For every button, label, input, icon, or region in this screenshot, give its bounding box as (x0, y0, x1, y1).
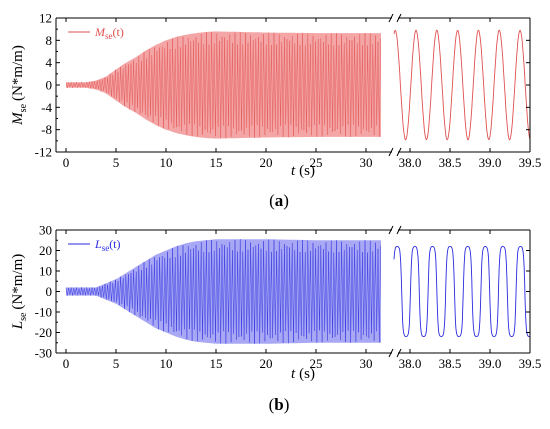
x-axis-label-main: t (291, 163, 296, 179)
y-tick-label: 30 (39, 223, 52, 238)
y-tick-label: -10 (35, 305, 52, 320)
y-tick-label: 4 (46, 55, 53, 70)
x-tick-label: 20 (260, 356, 273, 371)
y-tick-label: 8 (46, 33, 53, 48)
x-tick-label: 39.5 (519, 356, 542, 371)
legend-label-main: L (94, 237, 102, 251)
y-tick-label: -8 (41, 122, 52, 137)
x-tick-label: 5 (113, 155, 120, 170)
y-tick-label: 0 (46, 284, 53, 299)
panel-label-open: ( (269, 395, 275, 414)
axis-break-mark (388, 13, 394, 23)
chart-panel-a: -12 -8 -4 0 4 8 12 0 5 10 15 20 25 30 38.0 38.5 39.0 39.5… (10, 11, 541, 211)
y-tick-label: -30 (35, 346, 52, 361)
axis-break-mark (396, 147, 402, 157)
x-tick-label: 38.5 (439, 155, 462, 170)
x-tick-label: 39.0 (479, 155, 502, 170)
legend-label: Lse(t) (94, 237, 121, 253)
x-axis-label: t (s) (291, 163, 315, 179)
axis-break-mark (396, 348, 402, 358)
panel-label: (a) (269, 191, 289, 210)
chart-panel-b: -30 -20 -10 0 10 20 30 0 5 10 15 20 25 30 38.0 38.5 39.0… (10, 223, 541, 415)
x-tick-label: 20 (260, 155, 273, 170)
panel-label-close: ) (283, 191, 289, 210)
x-tick-label: 39.0 (479, 356, 502, 371)
legend-label-sub: se (105, 31, 113, 41)
x-axis-label-main: t (291, 366, 296, 382)
y-axis-label-sub: se (18, 312, 29, 321)
signal-line-left (65, 239, 381, 344)
axis-break-mark (388, 225, 394, 235)
legend-label-sub: se (102, 243, 110, 253)
x-tick-label: 15 (210, 356, 223, 371)
axis-break-mark (396, 225, 402, 235)
signal-line-right (393, 245, 530, 338)
y-tick-label: 0 (46, 78, 53, 93)
panel-label-close: ) (284, 395, 290, 414)
x-tick-label: 30 (360, 155, 373, 170)
y-tick-label: -4 (41, 100, 52, 115)
legend-label-tail: (t) (113, 25, 124, 39)
x-tick-label: 39.5 (519, 155, 542, 170)
x-tick-label: 38.5 (439, 356, 462, 371)
x-tick-label: 15 (210, 155, 223, 170)
axis-break-mark (388, 147, 394, 157)
x-tick-label: 5 (113, 356, 120, 371)
legend-label: Mse(t) (94, 25, 124, 41)
y-tick-label: -20 (35, 325, 52, 340)
y-axis-label-main: L (10, 321, 26, 330)
x-tick-label: 38.0 (399, 155, 422, 170)
x-axis-label-unit: (s) (299, 163, 315, 179)
signal-line-right (393, 29, 531, 141)
x-tick-label: 10 (160, 155, 173, 170)
x-axis-label: t (s) (291, 366, 315, 382)
axis-break-mark (388, 348, 394, 358)
x-axis-label-unit: (s) (299, 366, 315, 382)
y-axis-label: Mse (N*m/m) (10, 45, 29, 126)
panel-label-letter: b (274, 395, 283, 414)
legend-label-tail: (t) (109, 237, 120, 251)
panel-label-letter: a (275, 191, 284, 210)
y-tick-label: 12 (39, 11, 52, 26)
x-tick-label: 25 (310, 356, 323, 371)
y-axis-label-unit: (N*m/m) (10, 254, 26, 310)
x-tick-label: 10 (160, 356, 173, 371)
x-tick-label: 38.0 (399, 356, 422, 371)
signal-line-left (65, 31, 381, 139)
y-tick-label: -12 (35, 145, 52, 160)
panel-label-open: ( (269, 191, 275, 210)
y-axis-label-sub: se (18, 103, 29, 112)
y-tick-label: 20 (39, 243, 52, 258)
x-tick-label: 25 (310, 155, 323, 170)
y-axis-label-main: M (10, 111, 26, 126)
y-tick-label: 10 (39, 264, 52, 279)
x-tick-label: 30 (360, 356, 373, 371)
panel-label: (b) (269, 395, 290, 414)
y-axis-label: Lse (N*m/m) (10, 254, 29, 331)
axis-break-mark (396, 13, 402, 23)
x-tick-label: 0 (63, 356, 70, 371)
legend-label-main: M (94, 25, 106, 39)
y-axis-label-unit: (N*m/m) (10, 45, 26, 101)
x-tick-label: 0 (63, 155, 70, 170)
